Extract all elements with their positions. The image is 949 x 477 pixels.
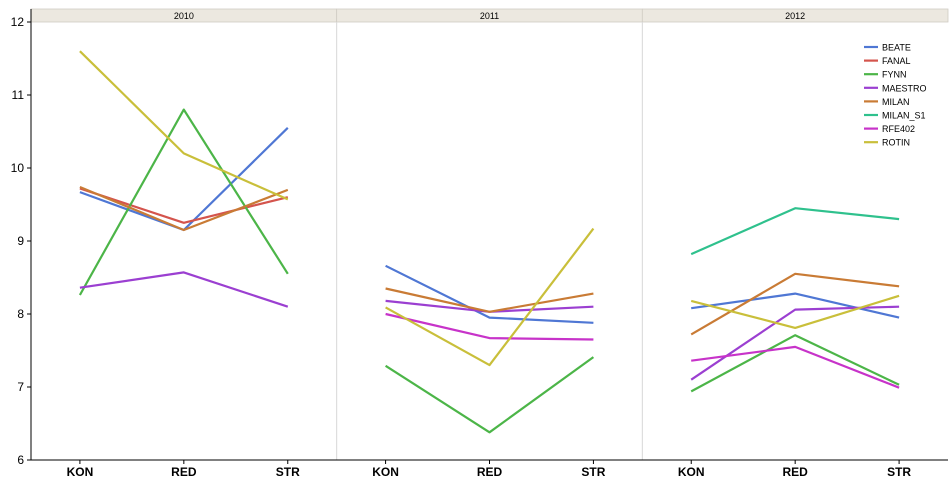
series-line-2011-maestro [385, 299, 594, 313]
legend: BEATE FANAL FYNN MAESTRO MILAN MILAN_S1 RFE402… [864, 43, 927, 148]
series-line-2010-beate [79, 127, 289, 232]
x-tick-label-red: RED [477, 465, 503, 477]
series-line-2011-rotin [385, 227, 595, 367]
y-tick-label: 11 [12, 88, 25, 102]
series-line-2012-rotin [690, 294, 900, 329]
series-line-2011-fynn [385, 356, 595, 434]
legend-label-rfe402: RFE402 [882, 124, 915, 134]
y-tick-label: 10 [11, 161, 25, 175]
legend-label-maestro: MAESTRO [882, 83, 927, 93]
series-line-2010-rotin [79, 50, 289, 201]
series-layer [78, 50, 900, 434]
x-tick-label-str: STR [581, 465, 605, 477]
series-line-2012-beate [691, 292, 900, 319]
x-tick-label-str: STR [276, 465, 300, 477]
series-line-2011-milan [385, 287, 594, 313]
legend-label-milan_s1: MILAN_S1 [882, 111, 926, 121]
x-tick-label-red: RED [171, 465, 197, 477]
y-tick-label: 9 [17, 234, 24, 248]
x-tick-label-kon: KON [67, 465, 94, 477]
y-axis: KON RED STR KON RED STR KON RED STR 6 7 8 9 10 11 12 [11, 9, 948, 477]
legend-label-beate: BEATE [882, 43, 911, 53]
y-tick-label: 8 [17, 307, 24, 321]
y-tick-label: 7 [17, 380, 24, 394]
x-tick-label-kon: KON [678, 465, 705, 477]
series-line-2011-beate [385, 264, 594, 324]
series-line-2012-milan [690, 272, 900, 336]
series-line-2010-maestro [79, 271, 289, 308]
panel-strip-label: 2010 [174, 11, 194, 21]
panels-layer: 2010 2011 2012 [30, 8, 949, 460]
legend-label-fanal: FANAL [882, 56, 911, 66]
series-line-2011-rfe402 [385, 312, 594, 341]
series-line-2010-fanal [79, 187, 289, 224]
x-tick-label-red: RED [782, 465, 808, 477]
y-tick-label: 6 [17, 453, 24, 467]
panel-strip-2012 [641, 8, 949, 23]
series-line-2012-fynn [690, 334, 900, 393]
series-line-2012-rfe402 [691, 345, 900, 389]
series-line-2012-milan_s1 [690, 207, 900, 256]
x-tick-label-str: STR [887, 465, 911, 477]
panel-strip-label: 2012 [785, 11, 805, 21]
legend-label-milan: MILAN [882, 97, 910, 107]
panel-strip-label: 2011 [480, 11, 499, 21]
legend-label-rotin: ROTIN [882, 138, 910, 148]
series-line-2010-fynn [78, 108, 289, 296]
x-tick-label-kon: KON [372, 465, 399, 477]
legend-label-fynn: FYNN [882, 70, 907, 80]
y-tick-label: 12 [11, 15, 25, 29]
series-line-2010-milan [79, 185, 289, 232]
